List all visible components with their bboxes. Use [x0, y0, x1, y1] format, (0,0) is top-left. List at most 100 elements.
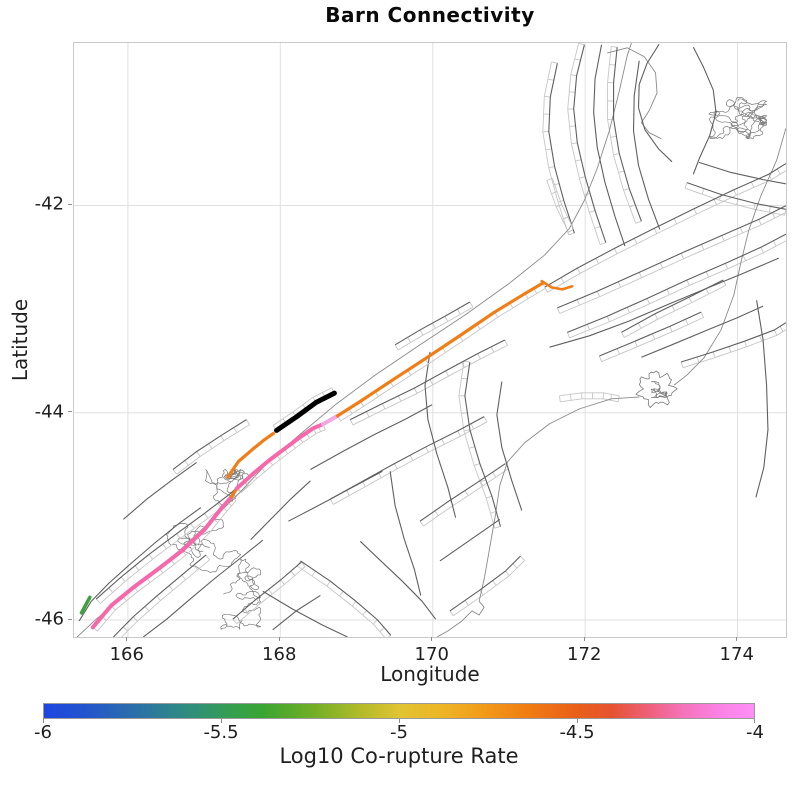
- map-geometry: [540, 279, 574, 291]
- map-geometry: [112, 554, 207, 637]
- map-geometry: [121, 559, 210, 637]
- map-geometry: [490, 510, 497, 514]
- map-geometry: [551, 191, 558, 195]
- map-geometry: [651, 333, 656, 340]
- map-geometry: [613, 153, 620, 156]
- map-geometry: [196, 451, 201, 457]
- map-geometry: [575, 159, 582, 162]
- map-geometry: [559, 211, 786, 314]
- x-tick-label: 172: [567, 644, 602, 665]
- map-geometry: [586, 324, 590, 331]
- map-geometry: [479, 480, 484, 487]
- map-geometry: [551, 178, 575, 230]
- map-geometry: [693, 208, 698, 215]
- map-geometry: [424, 351, 457, 518]
- map-geometry: [340, 287, 546, 422]
- map-geometry: [162, 543, 167, 550]
- map-geometry: [641, 305, 764, 358]
- map-geometry: [184, 460, 189, 466]
- map-geometry: [335, 281, 545, 418]
- y-axis-label: Latitude: [8, 298, 32, 382]
- y-tick-label: -44: [34, 401, 64, 423]
- map-geometry: [394, 463, 398, 469]
- map-geometry: [617, 281, 622, 288]
- map-geometry: [567, 233, 786, 333]
- colorbar-tick-label: -5.5: [203, 722, 239, 743]
- x-tick-label: 174: [719, 644, 754, 665]
- map-geometry: [95, 598, 101, 604]
- map-geometry: [544, 163, 786, 288]
- map-geometry: [505, 570, 510, 576]
- map-geometry: [134, 565, 140, 571]
- map-geometry: [425, 446, 429, 453]
- map-geometry: [329, 498, 334, 505]
- map-geometry: [776, 168, 781, 175]
- map-geometry: [768, 174, 772, 180]
- map-geometry: [439, 518, 501, 562]
- map-geometry: [172, 469, 178, 475]
- map-plot-area: [73, 42, 787, 638]
- map-geometry: [571, 142, 578, 145]
- map-geometry: [759, 335, 763, 342]
- map-geometry: [673, 218, 678, 225]
- map-geometry: [659, 262, 664, 269]
- map-geometry: [165, 519, 242, 573]
- map-geometry: [573, 44, 607, 243]
- map-geometry: [457, 308, 461, 315]
- map-geometry: [397, 395, 402, 402]
- colorbar-tick-mark: [754, 719, 755, 723]
- map-geometry: [669, 326, 673, 333]
- map-geometry: [700, 311, 704, 318]
- map-geometry: [250, 480, 311, 541]
- map-geometry: [232, 618, 238, 625]
- map-geometry: [492, 471, 497, 478]
- map-geometry: [262, 590, 348, 637]
- map-geometry: [750, 181, 755, 188]
- map-geometry: [193, 564, 198, 571]
- map-geometry: [736, 198, 739, 205]
- map-geometry: [613, 248, 618, 254]
- map-geometry: [365, 411, 370, 418]
- map-geometry: [290, 570, 296, 576]
- map-geometry: [651, 381, 668, 398]
- x-tick-label: 170: [414, 644, 449, 665]
- y-tick-label: -42: [34, 193, 64, 215]
- map-geometry: [240, 429, 326, 494]
- map-geometry: [407, 337, 411, 343]
- map-geometry: [696, 356, 700, 363]
- y-tick-mark: [68, 618, 72, 620]
- map-geometry: [362, 610, 368, 616]
- map-geometry: [464, 490, 469, 496]
- x-tick-label: 168: [262, 644, 297, 665]
- map-geometry: [492, 580, 497, 586]
- colorbar-tick-mark: [398, 719, 400, 723]
- map-geometry: [595, 258, 600, 264]
- map-geometry: [542, 61, 570, 236]
- map-geometry: [457, 430, 461, 437]
- map-geometry: [680, 253, 685, 259]
- map-geometry: [176, 533, 181, 539]
- map-geometry: [449, 610, 454, 617]
- map-geometry: [220, 558, 262, 630]
- map-geometry: [320, 413, 340, 427]
- map-geometry: [578, 43, 585, 46]
- map-geometry: [624, 284, 727, 338]
- x-tick-mark: [583, 637, 585, 641]
- map-geometry: [566, 332, 570, 338]
- map-geometry: [546, 178, 553, 181]
- map-geometry: [122, 461, 197, 520]
- map-geometry: [234, 422, 325, 491]
- map-geometry: [784, 209, 786, 216]
- map-geometry: [574, 58, 581, 61]
- map-geometry: [635, 370, 678, 408]
- map-geometry: [483, 416, 488, 423]
- map-geometry: [449, 555, 521, 612]
- map-geometry: [351, 601, 357, 607]
- fault-map-svg: [74, 43, 786, 637]
- map-geometry: [758, 219, 762, 226]
- map-geometry: [613, 47, 642, 222]
- colorbar-tick-mark: [576, 719, 578, 723]
- y-tick-mark: [68, 203, 72, 205]
- map-geometry: [419, 329, 424, 336]
